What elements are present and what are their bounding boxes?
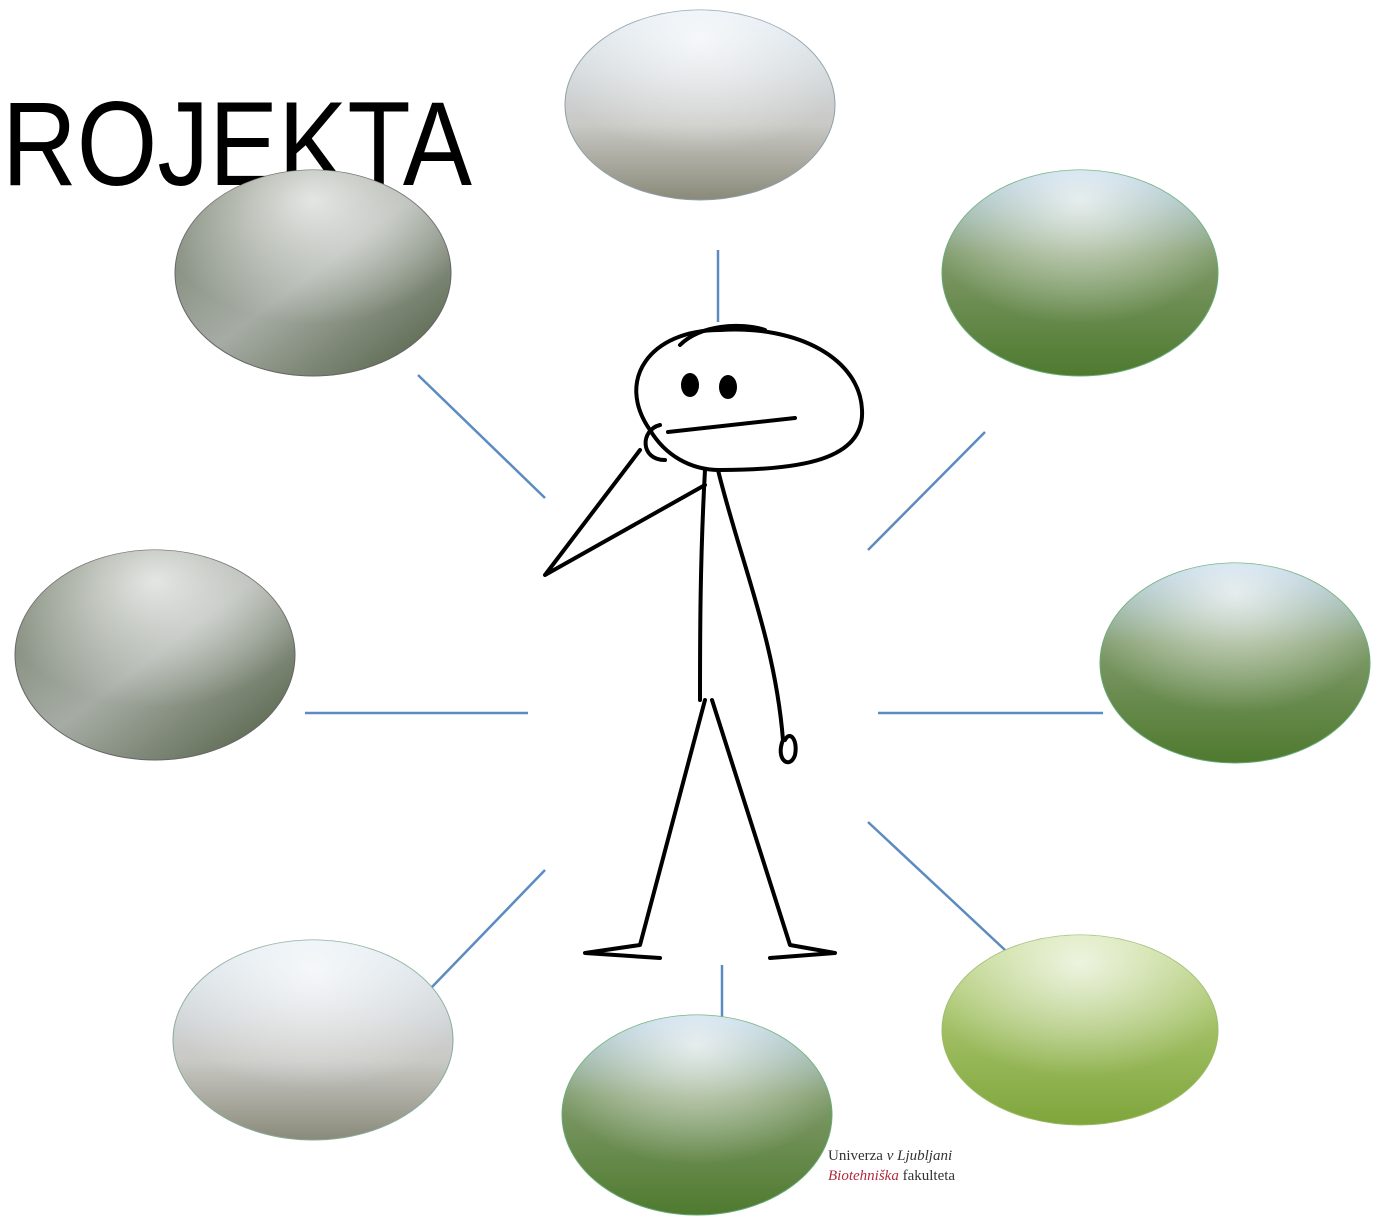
slide: ROJEKTA Univerza v Ljubljani Biotehnišk — [0, 0, 1376, 1216]
logo-line: Biotehniška fakulteta — [828, 1168, 955, 1184]
logo-text: fakulteta — [903, 1168, 956, 1184]
photo — [942, 935, 1218, 1125]
photo — [565, 10, 835, 200]
logo-text: Biotehniška — [828, 1168, 899, 1184]
connector — [418, 375, 545, 498]
stick-figure — [545, 326, 862, 958]
connector — [868, 822, 1005, 950]
connector — [432, 870, 545, 987]
photo — [173, 940, 453, 1140]
connectors — [305, 250, 1103, 1030]
logo-line: Univerza v Ljubljani — [828, 1148, 952, 1164]
photo — [562, 1015, 832, 1215]
logo-text: v Ljubljani — [887, 1148, 952, 1164]
logo-text: Univerza — [828, 1148, 883, 1164]
photo — [175, 170, 451, 376]
photo — [942, 170, 1218, 376]
photo — [1100, 563, 1370, 763]
photo — [15, 550, 295, 760]
connector — [868, 432, 985, 550]
